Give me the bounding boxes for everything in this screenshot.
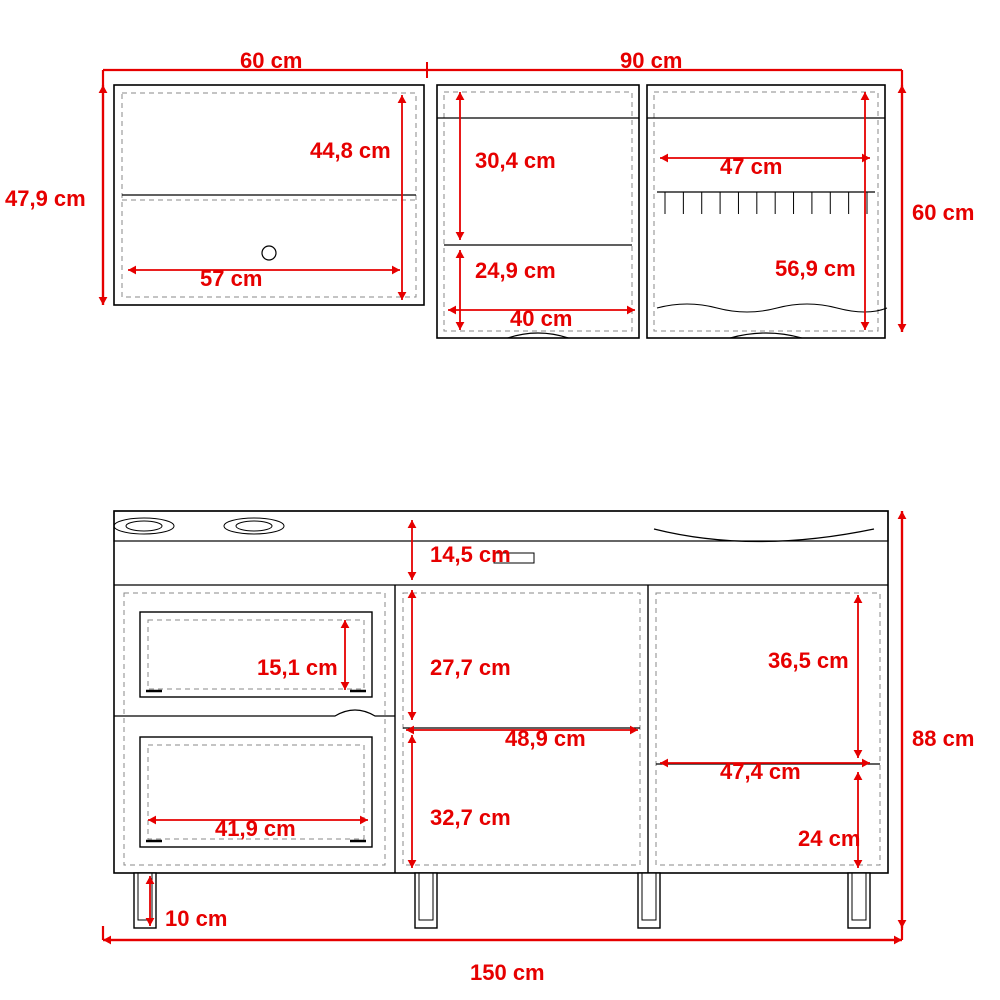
dim-32-7: 32,7 cm <box>430 805 511 831</box>
dim-57: 57 cm <box>200 266 262 292</box>
dim-36-5: 36,5 cm <box>768 648 849 674</box>
dim-30-4: 30,4 cm <box>475 148 556 174</box>
dim-60h: 60 cm <box>912 200 974 226</box>
dim-56-9: 56,9 cm <box>775 256 856 282</box>
dim-10: 10 cm <box>165 906 227 932</box>
dim-top-60: 60 cm <box>240 48 302 74</box>
dim-15-1: 15,1 cm <box>257 655 338 681</box>
dim-47-4: 47,4 cm <box>720 759 801 785</box>
technical-drawing: 60 cm 90 cm 47,9 cm 60 cm 44,8 cm 57 cm 30,4 c… <box>0 0 1000 1000</box>
dim-27-7: 27,7 cm <box>430 655 511 681</box>
dim-88: 88 cm <box>912 726 974 752</box>
dim-40: 40 cm <box>510 306 572 332</box>
dim-48-9: 48,9 cm <box>505 726 586 752</box>
dim-44-8: 44,8 cm <box>310 138 391 164</box>
dim-14-5: 14,5 cm <box>430 542 511 568</box>
dim-41-9: 41,9 cm <box>215 816 296 842</box>
dim-24: 24 cm <box>798 826 860 852</box>
dim-47-9: 47,9 cm <box>5 186 86 212</box>
dim-150: 150 cm <box>470 960 545 986</box>
dim-47: 47 cm <box>720 154 782 180</box>
dim-top-90: 90 cm <box>620 48 682 74</box>
dim-24-9: 24,9 cm <box>475 258 556 284</box>
